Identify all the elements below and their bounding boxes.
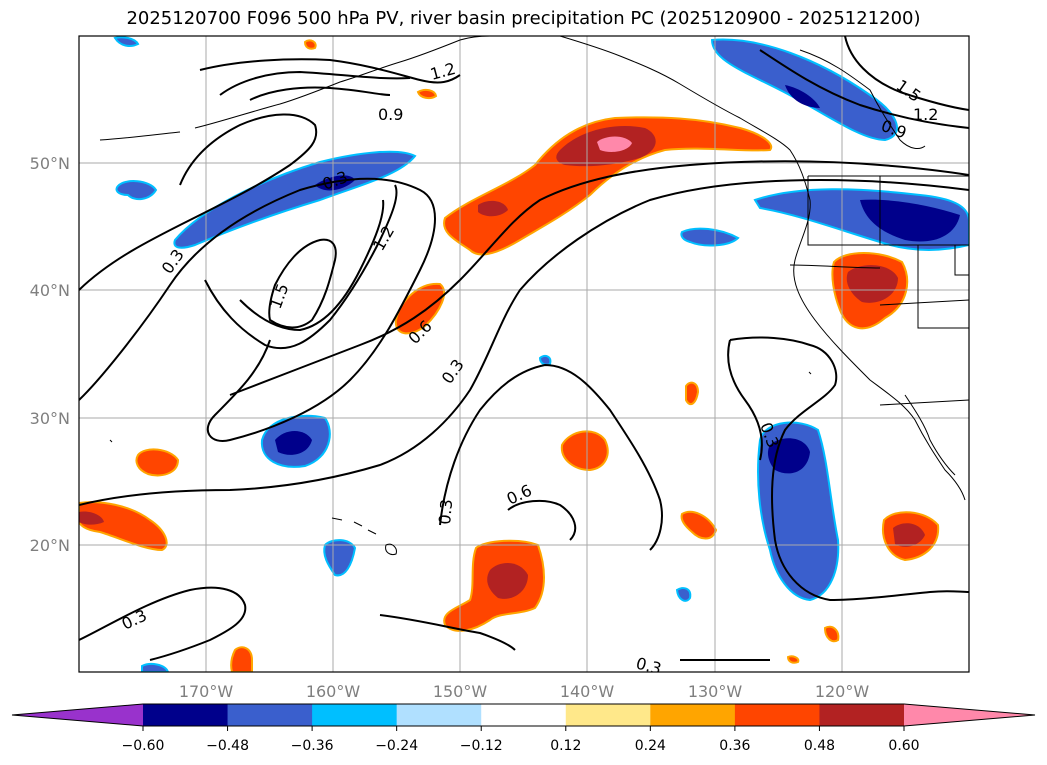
colorbar-bin	[565, 704, 651, 726]
negative-strong-region	[860, 199, 960, 242]
negative-strong-region	[275, 431, 312, 455]
colorbar: −0.60 −0.48 −0.36 −0.24 −0.12 0.12 0.24 0.36 0.4…	[11, 703, 1036, 754]
colorbar-tick-label: −0.48	[206, 738, 249, 754]
graticule	[79, 36, 969, 672]
negative-anomaly-region	[323, 539, 357, 577]
colorbar-tick-label: 0.60	[888, 738, 919, 754]
lat-label: 30°N	[30, 409, 70, 428]
positive-strong-region	[893, 523, 925, 547]
positive-strong-region	[846, 265, 898, 303]
contour-label: 0.3	[435, 498, 456, 525]
colorbar-bin	[143, 704, 229, 726]
positive-strong-region	[79, 511, 104, 525]
colorbar-tick-label: 0.12	[550, 738, 581, 754]
colorbar-bin	[734, 704, 820, 726]
lat-label: 20°N	[30, 536, 70, 555]
colorbar-bin	[481, 704, 567, 726]
negative-strong-region	[785, 85, 820, 108]
contour-label: 0.3	[634, 654, 664, 679]
positive-strong-region	[487, 563, 528, 599]
negative-anomaly-region	[680, 227, 740, 247]
pv-contours	[79, 36, 969, 662]
lon-label: 150°W	[433, 682, 488, 701]
lon-label: 160°W	[306, 682, 361, 701]
colorbar-tick-label: −0.12	[460, 738, 503, 754]
lat-label: 50°N	[30, 154, 70, 173]
negative-anomaly-region	[710, 38, 898, 142]
negative-anomaly-region	[115, 180, 158, 201]
colorbar-bin	[227, 704, 313, 726]
map-title: 2025120700 F096 500 hPa PV, river basin …	[126, 8, 921, 29]
colorbar-bin	[819, 704, 905, 726]
positive-anomaly-region	[135, 448, 180, 477]
negative-anomaly-region	[675, 587, 692, 602]
negative-anomaly-region	[538, 355, 552, 366]
colorbar-extend-high	[904, 704, 1035, 726]
positive-anomaly-region	[443, 116, 773, 256]
colorbar-tick-label: −0.24	[375, 738, 418, 754]
positive-anomaly-region	[79, 501, 168, 552]
positive-anomaly-region	[230, 646, 253, 672]
positive-strong-region	[478, 200, 508, 217]
positive-max-region	[597, 136, 632, 152]
latitude-labels: 50°N 40°N 30°N 20°N	[30, 154, 70, 555]
longitude-labels: 170°W 160°W 150°W 140°W 130°W 120°W	[179, 682, 870, 701]
lon-label: 170°W	[179, 682, 234, 701]
colorbar-tick-label: 0.36	[719, 738, 750, 754]
lon-label: 130°W	[688, 682, 743, 701]
positive-anomaly-region	[823, 625, 840, 643]
map-content: 1.2 0.9 1.5 1.2 0.9 0.3 0.3 1.5 1.2 0.6 …	[79, 36, 969, 679]
positive-anomaly-region	[303, 39, 317, 50]
colorbar-tick-label: 0.24	[635, 738, 666, 754]
colorbar-bin	[396, 704, 482, 726]
positive-anomaly-region	[416, 88, 438, 100]
lon-label: 120°W	[815, 682, 870, 701]
map-frame	[78, 35, 970, 673]
contour-label: 1.2	[913, 105, 938, 124]
negative-anomaly-region	[113, 36, 140, 47]
positive-anomaly-region	[786, 655, 800, 664]
colorbar-bin	[312, 704, 398, 726]
negative-strong-region	[315, 175, 355, 191]
positive-anomaly-region	[680, 510, 718, 540]
colorbar-tick-label: −0.60	[122, 738, 165, 754]
positive-anomaly-region	[685, 381, 700, 406]
lon-label: 140°W	[560, 682, 615, 701]
colorbar-bin	[650, 704, 736, 726]
lat-label: 40°N	[30, 281, 70, 300]
colorbar-tick-label: −0.36	[291, 738, 334, 754]
negative-anomaly-region	[141, 663, 170, 672]
colorbar-tick-label: 0.48	[804, 738, 835, 754]
positive-anomaly-region	[560, 430, 609, 472]
contour-label: 0.9	[378, 105, 403, 124]
colorbar-extend-low	[12, 704, 143, 726]
